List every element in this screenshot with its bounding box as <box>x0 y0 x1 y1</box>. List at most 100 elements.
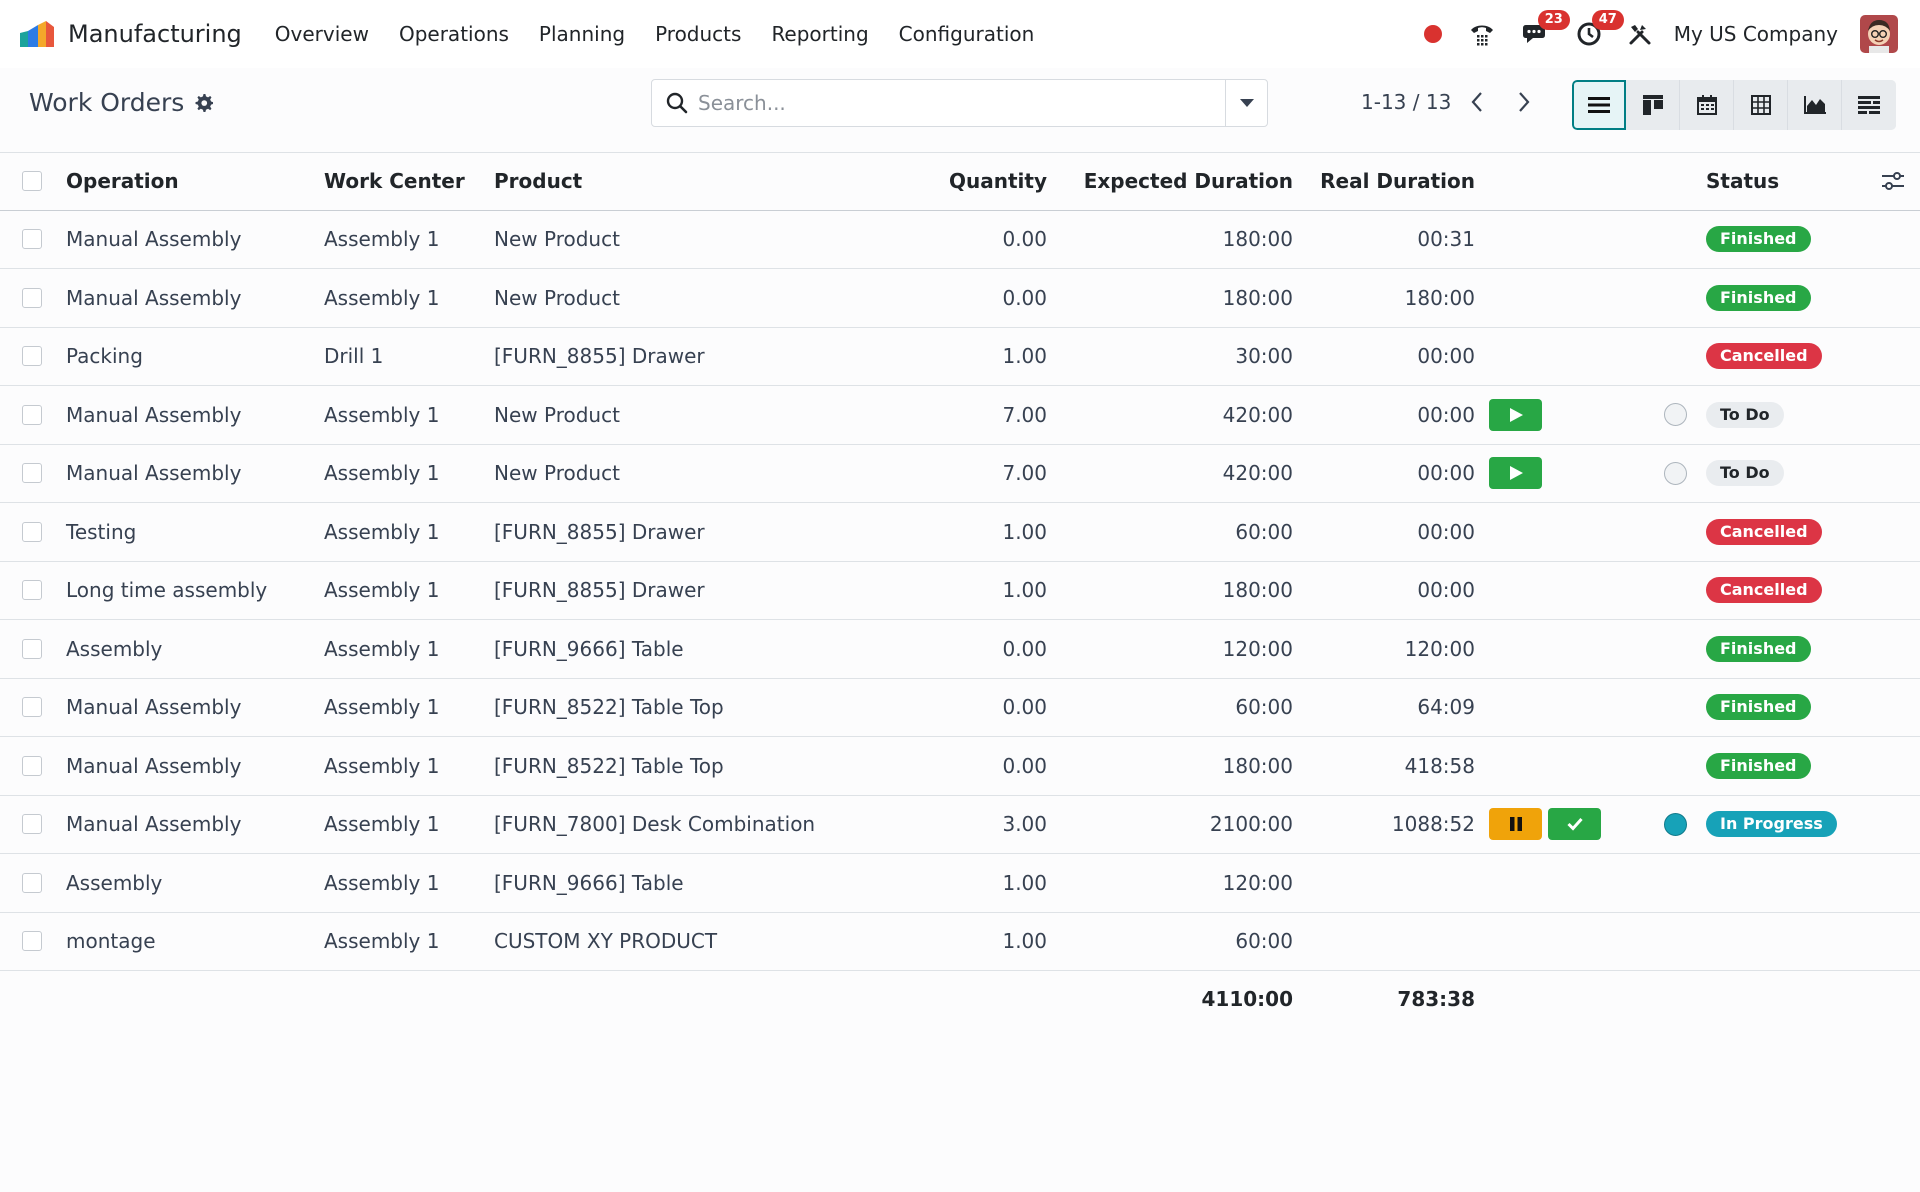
table-row[interactable]: Manual Assembly Assembly 1 New Product 7.00… <box>0 445 1920 503</box>
row-checkbox[interactable] <box>22 737 44 795</box>
menu-overview[interactable]: Overview <box>274 22 369 46</box>
pager-previous-button[interactable] <box>1462 86 1492 118</box>
table-row[interactable]: Manual Assembly Assembly 1 New Product 0.00… <box>0 269 1920 328</box>
calendar-view-button[interactable] <box>1680 80 1734 130</box>
table-row[interactable]: Long time assembly Assembly 1 [FURN_8855] … <box>0 562 1920 620</box>
table-row[interactable]: Testing Assembly 1 [FURN_8855] Drawer 1.00 6… <box>0 503 1920 562</box>
header-operation[interactable]: Operation <box>66 169 179 194</box>
menu-configuration[interactable]: Configuration <box>898 22 1035 46</box>
status-indicator-icon[interactable] <box>1664 403 1687 427</box>
search-options-toggle[interactable] <box>1225 80 1267 126</box>
cell-quantity: 0.00 <box>1002 753 1047 778</box>
table-row[interactable]: Manual Assembly Assembly 1 [FURN_8522] Tab… <box>0 679 1920 737</box>
table-row[interactable]: Assembly Assembly 1 [FURN_9666] Table 1.00 1… <box>0 854 1920 913</box>
cell-product: New Product <box>494 461 620 486</box>
table-row[interactable]: Manual Assembly Assembly 1 New Product 7.00… <box>0 386 1920 445</box>
cell-product: New Product <box>494 285 620 310</box>
status-indicator-icon[interactable] <box>1664 461 1687 485</box>
header-expected-duration[interactable]: Expected Duration <box>1083 169 1293 194</box>
main-menu: Overview Operations Planning Products Re… <box>260 22 1050 46</box>
gantt-view-button[interactable] <box>1842 80 1896 130</box>
row-checkbox[interactable] <box>22 269 44 327</box>
recording-icon[interactable] <box>1423 25 1442 43</box>
row-checkbox[interactable] <box>22 854 44 912</box>
activities-clock-icon[interactable]: 47 <box>1576 10 1624 47</box>
done-button[interactable] <box>1548 808 1601 841</box>
cell-work-center: Assembly 1 <box>324 285 440 310</box>
header-work-center[interactable]: Work Center <box>324 169 465 194</box>
cell-real-duration: 00:00 <box>1417 344 1475 369</box>
play-icon <box>1509 407 1523 422</box>
table-row[interactable]: montage Assembly 1 CUSTOM XY PRODUCT 1.00 60… <box>0 913 1920 971</box>
cell-product: [FURN_8522] Table Top <box>494 753 724 778</box>
header-status[interactable]: Status <box>1706 169 1780 194</box>
app-brand[interactable]: Manufacturing <box>18 19 242 49</box>
cell-operation: Testing <box>66 519 137 544</box>
table-row[interactable]: Manual Assembly Assembly 1 [FURN_8522] Tab… <box>0 737 1920 796</box>
table-row[interactable]: Packing Drill 1 [FURN_8855] Drawer 1.00 30:0… <box>0 328 1920 386</box>
cell-expected-duration: 180:00 <box>1222 753 1293 778</box>
status-badge: To Do <box>1706 460 1784 487</box>
header-real-duration[interactable]: Real Duration <box>1320 169 1475 194</box>
pause-icon <box>1509 817 1522 832</box>
pause-button[interactable] <box>1489 808 1542 841</box>
kanban-view-button[interactable] <box>1626 80 1680 130</box>
pager-value[interactable]: 1-13 / 13 <box>1361 90 1452 114</box>
row-status: Cancelled <box>1706 562 1822 620</box>
caret-down-icon <box>1239 98 1254 107</box>
search-bar <box>651 79 1268 127</box>
table-row[interactable]: Assembly Assembly 1 [FURN_9666] Table 0.00 1… <box>0 620 1920 679</box>
menu-reporting[interactable]: Reporting <box>771 22 869 46</box>
list-view-button[interactable] <box>1572 80 1626 130</box>
row-status-dot <box>1664 386 1687 444</box>
pivot-view-button[interactable] <box>1734 80 1788 130</box>
select-all-checkbox[interactable] <box>22 153 44 210</box>
debug-tools-icon[interactable] <box>1628 22 1652 46</box>
menu-products[interactable]: Products <box>655 22 742 46</box>
menu-planning[interactable]: Planning <box>538 22 626 46</box>
row-checkbox[interactable] <box>22 620 44 678</box>
cell-quantity: 0.00 <box>1002 227 1047 252</box>
page-title: Work Orders <box>29 88 185 117</box>
cell-work-center: Assembly 1 <box>324 578 440 603</box>
phone-icon[interactable] <box>1468 21 1496 47</box>
table-row[interactable]: Manual Assembly Assembly 1 [FURN_7800] Des… <box>0 796 1920 854</box>
gear-icon[interactable] <box>194 93 214 112</box>
start-button[interactable] <box>1489 398 1542 431</box>
cell-quantity: 0.00 <box>1002 285 1047 310</box>
status-badge: Finished <box>1706 694 1811 721</box>
row-checkbox[interactable] <box>22 211 44 269</box>
row-checkbox[interactable] <box>22 503 44 561</box>
messages-icon[interactable]: 23 <box>1522 10 1570 47</box>
cell-expected-duration: 120:00 <box>1222 636 1293 661</box>
cell-operation: Manual Assembly <box>66 227 242 252</box>
graph-view-button[interactable] <box>1788 80 1842 130</box>
cell-work-center: Assembly 1 <box>324 929 440 954</box>
header-product[interactable]: Product <box>494 169 583 194</box>
header-quantity[interactable]: Quantity <box>949 169 1047 194</box>
cell-real-duration: 120:00 <box>1404 636 1475 661</box>
status-badge: Cancelled <box>1706 343 1822 370</box>
row-checkbox[interactable] <box>22 679 44 737</box>
row-checkbox[interactable] <box>22 386 44 444</box>
table-row[interactable]: Manual Assembly Assembly 1 New Product 0.00… <box>0 211 1920 269</box>
start-button[interactable] <box>1489 457 1542 490</box>
cell-real-duration: 64:09 <box>1417 695 1475 720</box>
row-status: In Progress <box>1706 796 1837 854</box>
row-checkbox[interactable] <box>22 328 44 386</box>
row-checkbox[interactable] <box>22 796 44 854</box>
status-indicator-icon[interactable] <box>1664 812 1687 836</box>
cell-operation: montage <box>66 929 156 954</box>
row-checkbox[interactable] <box>22 562 44 620</box>
cell-expected-duration: 60:00 <box>1235 929 1293 954</box>
search-input[interactable] <box>698 81 1225 125</box>
menu-operations[interactable]: Operations <box>398 22 509 46</box>
pager-next-button[interactable] <box>1509 86 1539 118</box>
row-checkbox[interactable] <box>22 445 44 503</box>
cell-real-duration: 00:00 <box>1417 519 1475 544</box>
optional-columns-icon[interactable] <box>1882 153 1904 210</box>
company-switcher[interactable]: My US Company <box>1673 22 1838 46</box>
user-avatar[interactable] <box>1860 15 1898 53</box>
cell-quantity: 7.00 <box>1002 461 1047 486</box>
row-checkbox[interactable] <box>22 913 44 971</box>
